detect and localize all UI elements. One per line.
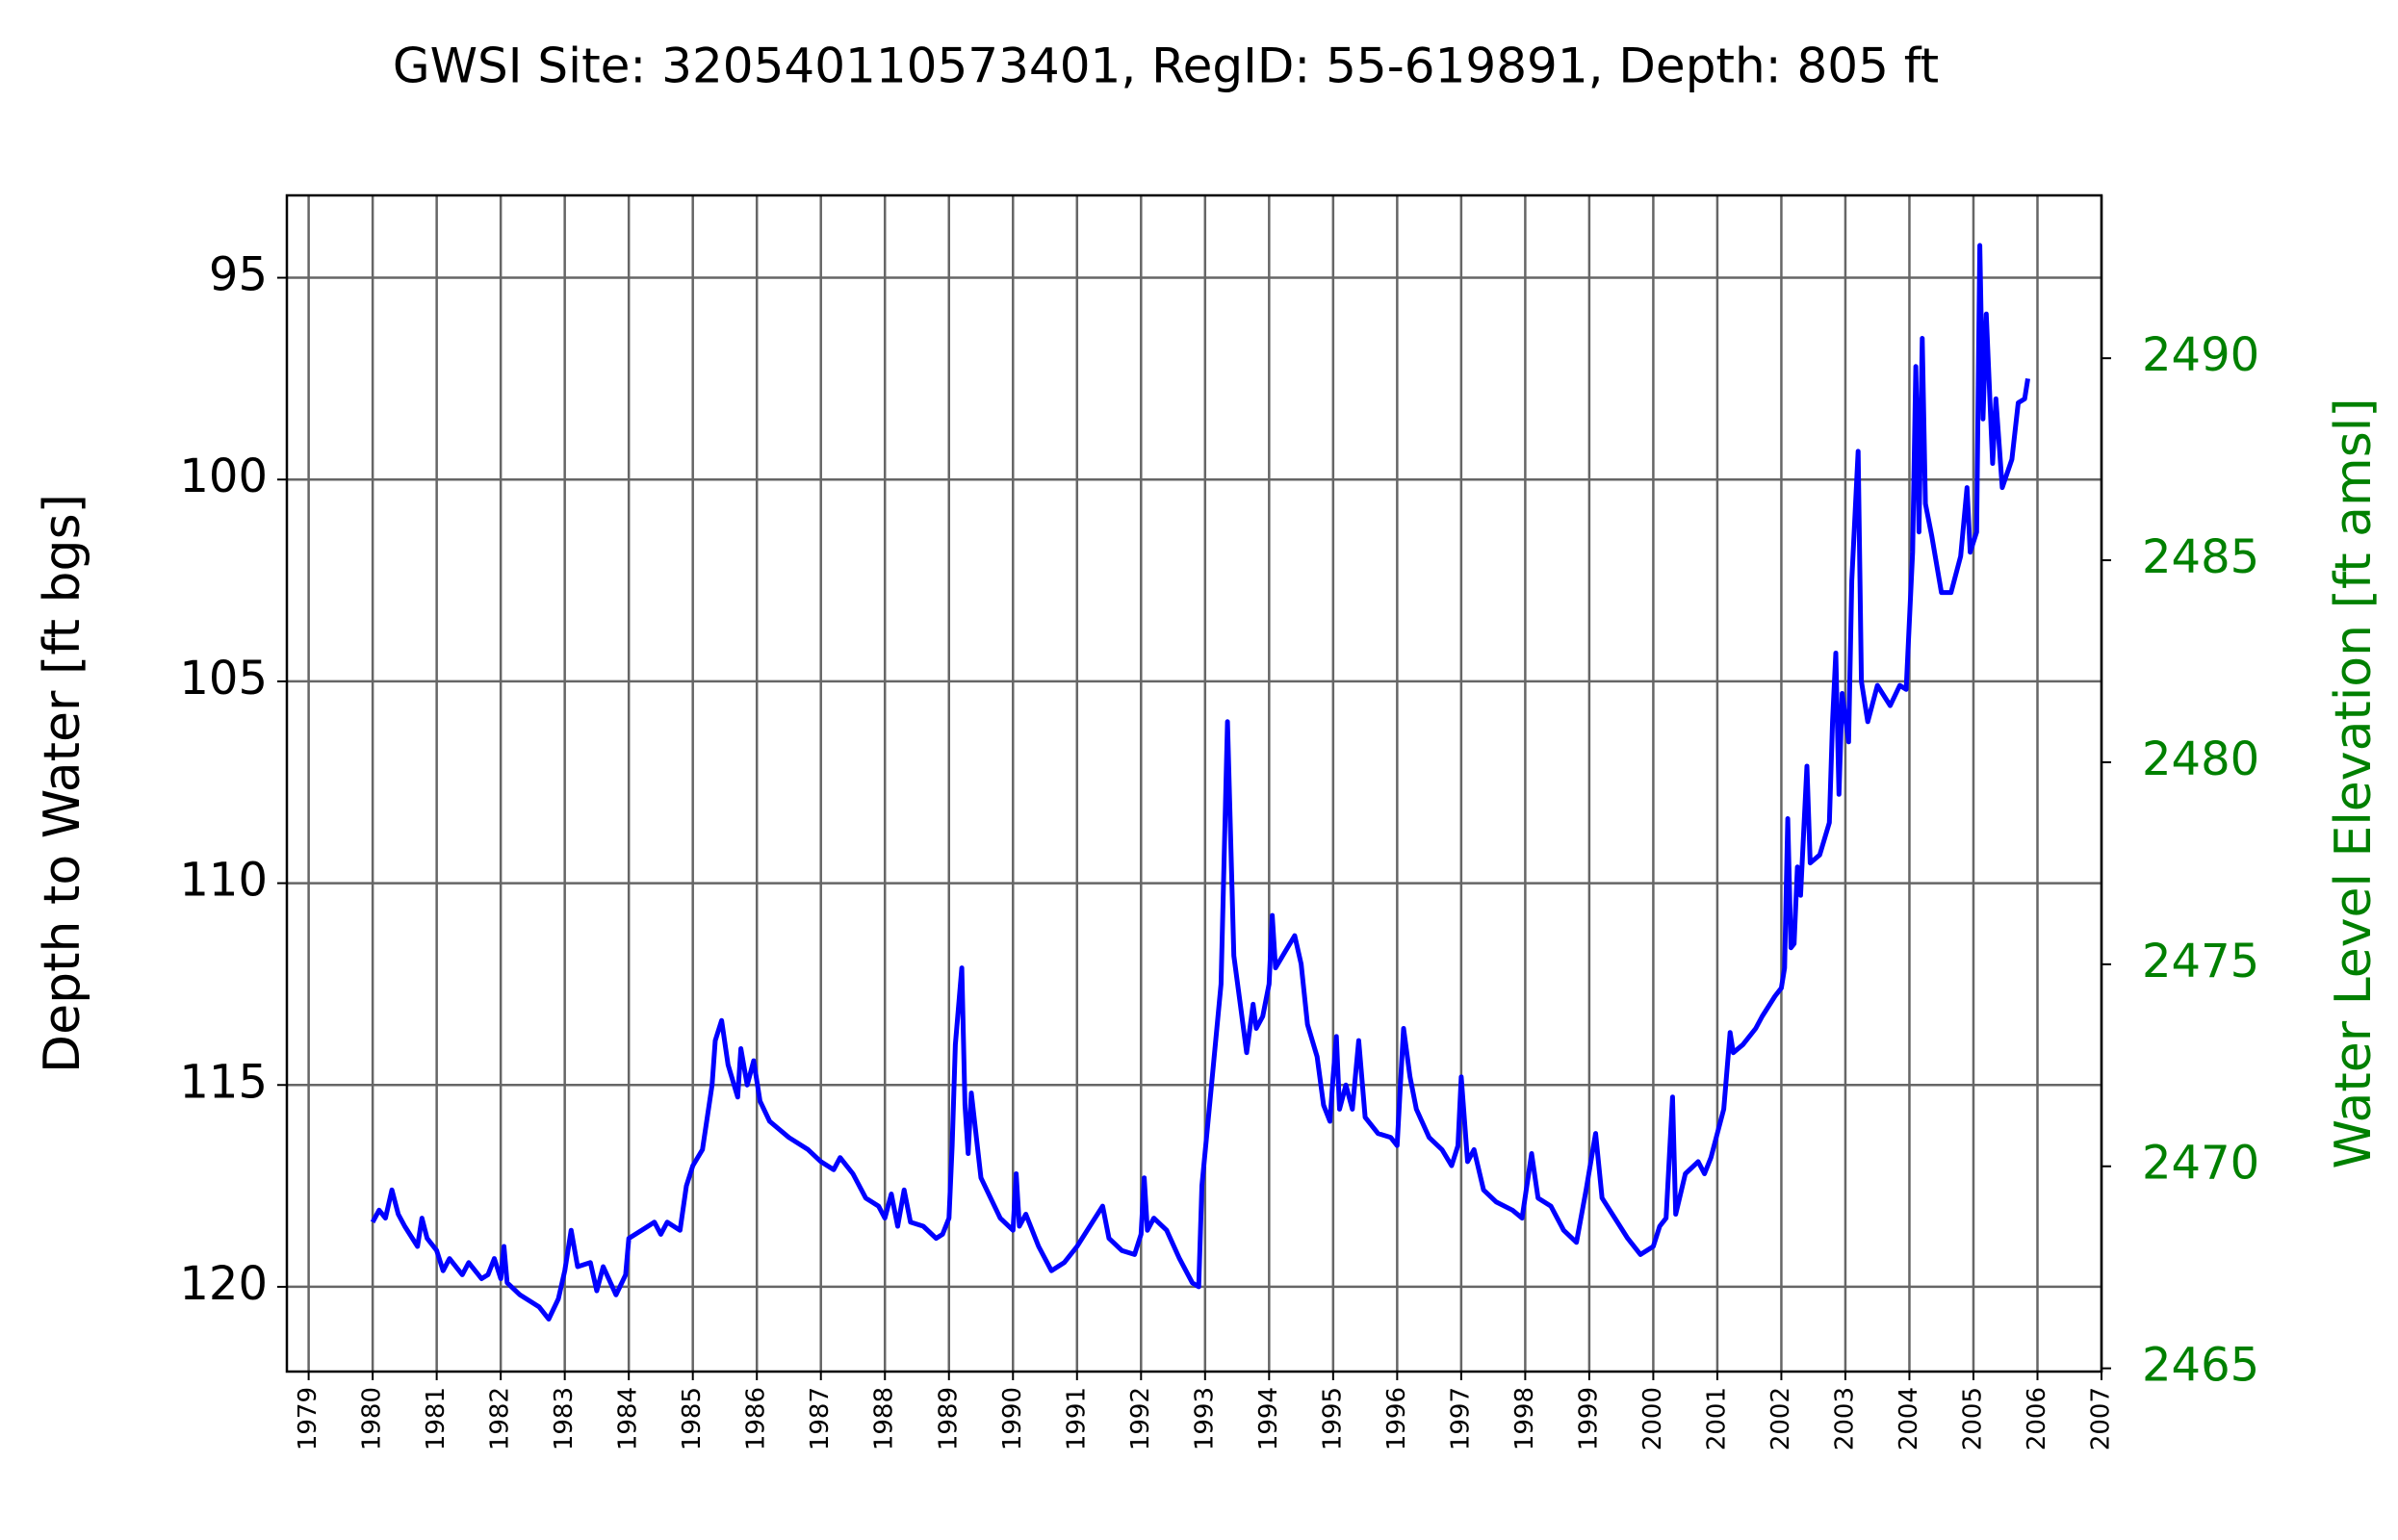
x-tick-label: 1979 [294, 1387, 322, 1450]
y-tick-label: 100 [179, 449, 268, 503]
y2-tick-label: 2475 [2142, 935, 2259, 988]
x-tick-label: 1981 [422, 1387, 451, 1450]
y-tick-label: 95 [209, 248, 268, 302]
y-tick-label: 110 [179, 854, 268, 908]
y-axis-label: Depth to Water [ft bgs] [34, 494, 91, 1073]
x-tick-label: 1986 [742, 1387, 771, 1450]
x-tick-label: 2005 [1958, 1387, 1987, 1450]
y2-tick-label: 2490 [2142, 328, 2259, 382]
chart-title: GWSI Site: 320540110573401, RegID: 55-61… [393, 38, 1939, 94]
x-tick-label: 1983 [550, 1387, 579, 1450]
x-tick-label: 1992 [1126, 1387, 1155, 1450]
x-tick-label: 1990 [998, 1387, 1027, 1450]
x-tick-label: 2007 [2087, 1387, 2116, 1450]
x-tick-label: 1994 [1254, 1387, 1283, 1450]
data-line [370, 243, 2030, 1322]
y-tick-label: 105 [179, 652, 268, 706]
x-tick-label: 2003 [1830, 1387, 1859, 1450]
x-tick-label: 1988 [870, 1387, 899, 1450]
y2-axis-label: Water Level Elevation [ft amsl] [2325, 398, 2383, 1168]
x-tick-label: 1997 [1446, 1387, 1475, 1450]
x-tick-label: 2006 [2023, 1387, 2051, 1450]
x-tick-label: 2004 [1895, 1387, 1923, 1450]
x-tick-label: 1987 [806, 1387, 835, 1450]
x-tick-label: 2002 [1766, 1387, 1795, 1450]
x-tick-label: 1985 [678, 1387, 707, 1450]
y2-tick-label: 2465 [2142, 1339, 2259, 1393]
x-tick-label: 1984 [614, 1387, 643, 1450]
y2-tick-label: 2470 [2142, 1137, 2259, 1191]
y-tick-label: 120 [179, 1257, 268, 1311]
y2-tick-label: 2485 [2142, 530, 2259, 584]
x-tick-label: 1991 [1062, 1387, 1091, 1450]
x-tick-label: 2001 [1702, 1387, 1731, 1450]
x-tick-label: 1996 [1382, 1387, 1411, 1450]
x-tick-label: 2000 [1638, 1387, 1667, 1450]
plot-frame [285, 193, 2103, 1373]
x-tick-label: 1998 [1510, 1387, 1539, 1450]
y2-tick-label: 2480 [2142, 732, 2259, 786]
x-tick-label: 1980 [358, 1387, 387, 1450]
x-tick-label: 1995 [1318, 1387, 1347, 1450]
x-tick-label: 1999 [1574, 1387, 1603, 1450]
x-tick-label: 1989 [934, 1387, 963, 1450]
x-tick-label: 1993 [1190, 1387, 1219, 1450]
y-tick-label: 115 [179, 1055, 268, 1109]
x-tick-label: 1982 [486, 1387, 515, 1450]
